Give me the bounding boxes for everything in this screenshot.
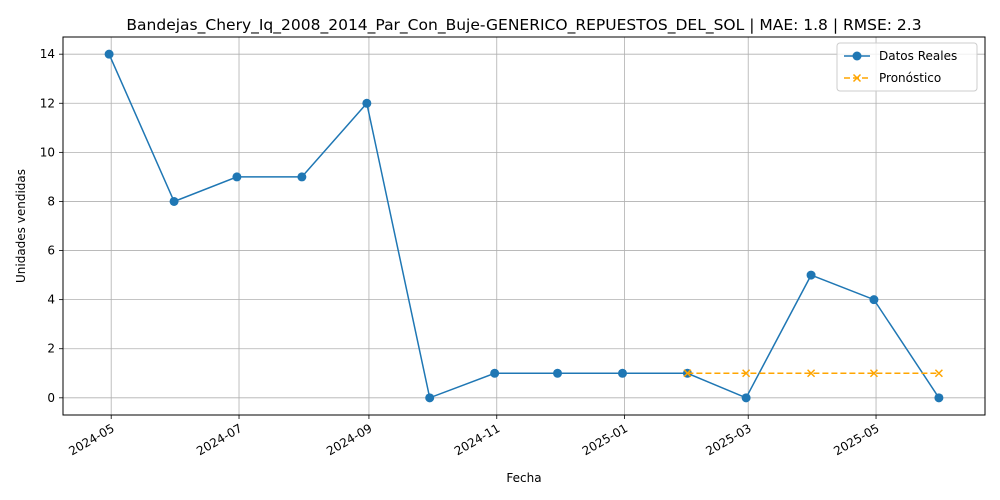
series-layer	[104, 49, 944, 403]
data-point	[490, 368, 500, 378]
series-forecast	[683, 369, 943, 378]
series-line	[108, 53, 940, 399]
y-axis-title: Unidades vendidas	[14, 169, 28, 283]
legend-swatch-marker	[852, 51, 862, 61]
data-point	[869, 369, 878, 378]
data-point	[617, 368, 627, 378]
y-tick-label: 6	[47, 244, 55, 258]
data-point	[683, 369, 692, 378]
data-point	[869, 295, 879, 305]
x-tick-label: 2024-05	[66, 421, 116, 458]
x-axis-title: Fecha	[506, 471, 541, 485]
legend-label: Pronóstico	[879, 71, 941, 85]
data-point	[425, 393, 435, 403]
grid-lines	[63, 37, 985, 415]
x-tick-label: 2024-09	[324, 421, 374, 458]
x-tick-label: 2025-03	[703, 421, 753, 458]
legend-swatch-marker	[852, 73, 862, 83]
x-axis-ticks: 2024-05 2024-07 2024-09 2024-11 2025-01 2025-…	[66, 415, 882, 458]
data-point	[553, 368, 563, 378]
series-actual	[104, 49, 944, 403]
x-tick-label: 2025-01	[580, 421, 630, 458]
data-point	[742, 369, 751, 378]
chart-title: Bandejas_Chery_Iq_2008_2014_Par_Con_Buje…	[126, 16, 921, 35]
y-tick-label: 4	[47, 293, 55, 307]
legend-item: Pronóstico	[844, 71, 941, 85]
data-point	[934, 369, 943, 378]
data-point	[169, 196, 179, 206]
y-tick-label: 0	[47, 391, 55, 405]
legend-label: Datos Reales	[879, 49, 957, 63]
x-tick-label: 2024-11	[452, 421, 502, 458]
data-point	[232, 172, 242, 182]
y-axis-ticks: 0 2 4 6 8 10 12 14	[40, 47, 63, 405]
data-point	[806, 270, 816, 280]
y-tick-label: 14	[40, 47, 55, 61]
y-tick-label: 12	[40, 96, 55, 110]
data-point	[104, 49, 114, 59]
legend-item: Datos Reales	[844, 49, 957, 63]
y-tick-label: 2	[47, 342, 55, 356]
data-point	[362, 98, 372, 108]
data-point	[807, 369, 816, 378]
data-point	[934, 393, 944, 403]
x-tick-label: 2024-07	[194, 421, 244, 458]
legend-box	[836, 42, 978, 92]
data-point	[741, 393, 751, 403]
y-tick-label: 10	[40, 145, 55, 159]
y-tick-label: 8	[47, 194, 55, 208]
data-point	[297, 172, 307, 182]
x-tick-label: 2025-05	[831, 421, 881, 458]
plot-frame	[62, 36, 986, 416]
legend: Datos Reales Pronóstico	[836, 42, 978, 92]
